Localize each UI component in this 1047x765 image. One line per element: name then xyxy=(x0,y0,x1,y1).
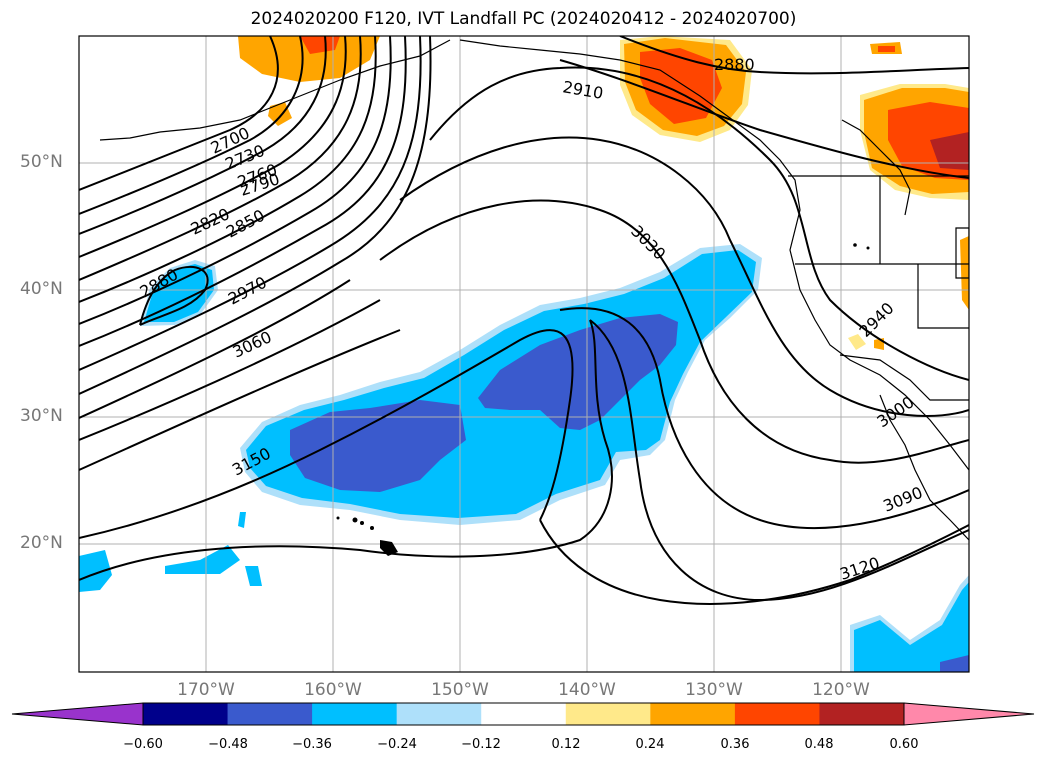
colorbar-cell xyxy=(143,703,229,725)
colorbar-cell xyxy=(312,703,398,725)
colorbar-cell xyxy=(734,703,820,725)
colorbar-tick-label: 0.60 xyxy=(889,737,919,752)
colorbar-tick-label: −0.36 xyxy=(292,737,332,752)
colorbar-tick-label: −0.60 xyxy=(123,737,163,752)
lat-label: 30°N xyxy=(20,406,63,426)
colorbar-cell xyxy=(396,703,482,725)
colorbar-cell xyxy=(481,703,567,725)
colorbar-tick-label: 0.48 xyxy=(804,737,834,752)
colorbar-cell xyxy=(650,703,736,725)
colorbar-tick-label: 0.36 xyxy=(720,737,750,752)
lon-label: 120°W xyxy=(812,680,870,700)
map-title: 2024020200 F120, IVT Landfall PC (202402… xyxy=(250,9,797,29)
lon-label: 150°W xyxy=(431,680,489,700)
colorbar-cell xyxy=(819,703,905,725)
colorbar-extend-high xyxy=(903,702,1035,726)
colorbar-extend-low xyxy=(11,702,144,726)
contour-label: 2880 xyxy=(714,55,755,74)
negative-anomaly-fills xyxy=(79,244,969,672)
colorbar-tick-label: 0.12 xyxy=(551,737,581,752)
colorbar xyxy=(11,702,1035,726)
colorbar-tick-label: 0.24 xyxy=(635,737,665,752)
colorbar-cell xyxy=(565,703,651,725)
colorbar-tick-label: −0.12 xyxy=(461,737,501,752)
lat-label: 20°N xyxy=(20,533,63,553)
colorbar-tick-label: −0.24 xyxy=(377,737,417,752)
coastlines xyxy=(99,39,969,541)
lon-label: 170°W xyxy=(177,680,235,700)
height-contours xyxy=(79,36,969,605)
lat-label: 40°N xyxy=(20,279,63,299)
lon-label: 130°W xyxy=(685,680,743,700)
colorbar-cell xyxy=(227,703,313,725)
colorbar-frame xyxy=(142,702,905,726)
colorbar-tick-label: −0.48 xyxy=(208,737,248,752)
map-border xyxy=(78,35,970,673)
lon-label: 160°W xyxy=(304,680,362,700)
pacific-islands xyxy=(336,243,870,556)
lon-label: 140°W xyxy=(558,680,616,700)
lat-label: 50°N xyxy=(20,152,63,172)
gridlines xyxy=(79,36,969,672)
contour-small-loops xyxy=(139,265,209,326)
